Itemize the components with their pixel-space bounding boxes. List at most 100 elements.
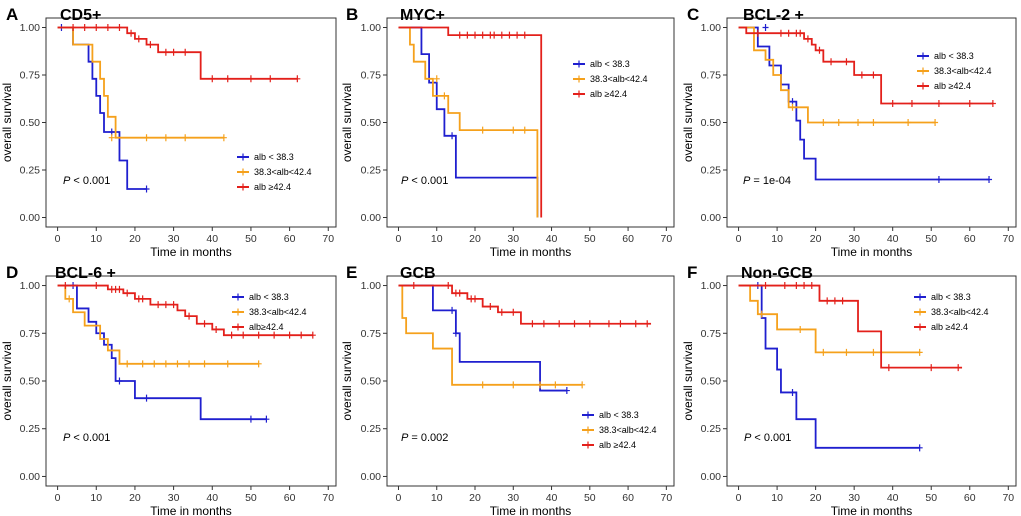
panel-e-xtick-label: 40	[546, 492, 558, 504]
panel-f-xtick-label: 20	[810, 492, 822, 504]
panel-b-ytick-label: 0.75	[361, 70, 382, 82]
panel-b-series-2-censor-mark	[521, 126, 528, 134]
panel-d-xtick-label: 50	[245, 492, 257, 504]
panel-f-xtick-label: 50	[925, 492, 937, 504]
panel-b-xtick-label: 70	[661, 233, 673, 245]
panel-e-series-3-censor-mark	[472, 295, 479, 303]
panel-d-xtick-label: 70	[322, 492, 334, 504]
panel-b-ytick-label: 1.00	[361, 22, 382, 34]
panel-b-series-1-censor-mark	[449, 132, 456, 140]
panel-f-series-3-censor-mark	[801, 282, 808, 290]
panel-c-series-3-censor-mark	[804, 35, 811, 43]
panel-e-ytick-label: 0.50	[361, 376, 382, 388]
panel-b-xlabel: Time in months	[490, 245, 572, 259]
panel-b-legend-label: 38.3<alb<42.4	[590, 74, 648, 84]
panel-d-series-3-censor-mark	[201, 320, 208, 328]
panel-d-legend-label: alb≥42.4	[249, 322, 283, 332]
panel-b-series-2-curve	[398, 26, 539, 218]
panel-d-series-3-censor-mark	[298, 331, 305, 339]
panel-e-ytick-label: 0.75	[361, 328, 382, 340]
panel-c-ytick-label: 0.75	[701, 70, 722, 82]
panel-c-series-3-censor-mark	[966, 100, 973, 107]
panel-c-series-2-censor-mark	[870, 119, 877, 126]
panel-a-pvalue: P < 0.001	[63, 175, 110, 187]
panel-b-legend-label: alb ≥42.4	[590, 89, 627, 99]
panel-d-pvalue-p: P	[63, 432, 71, 444]
panel-f-ytick-label: 0.75	[701, 328, 722, 340]
panel-a-xlabel: Time in months	[150, 245, 232, 259]
panel-b-xtick-label: 10	[431, 233, 443, 245]
panel-d-series-2-censor-mark	[66, 295, 73, 303]
panel-d-series-3-censor-mark	[170, 301, 177, 309]
panel-e-series-3-censor-mark	[586, 320, 593, 328]
panel-d-series-3-censor-mark	[271, 331, 278, 339]
panel-d-series-3-censor-mark	[62, 282, 69, 290]
panel-d-pvalue: P < 0.001	[63, 432, 110, 444]
panel-c-series-3-censor-mark	[989, 100, 996, 107]
panel-d-legend-label: 38.3<alb<42.4	[249, 307, 307, 317]
panel-a-series-3-censor-mark	[104, 24, 111, 31]
panel-c-series-2-censor-mark	[932, 119, 939, 126]
panel-c-series-3-censor-mark	[777, 29, 784, 37]
panel-a-series-3-censor-mark	[247, 75, 254, 83]
panel-a-series-3-censor-mark	[93, 24, 100, 31]
panel-b-ytick-label: 0.00	[361, 212, 382, 224]
panel-f-xtick-label: 40	[887, 492, 899, 504]
panel-d-series-3-censor-mark	[93, 282, 100, 290]
panel-e-series-2-censor-mark	[552, 381, 559, 389]
panel-f-title: Non-GCB	[741, 265, 813, 282]
panel-e-ytick-label: 1.00	[361, 280, 382, 292]
panel-c-ytick-label: 0.50	[701, 117, 722, 129]
panel-a-ytick-label: 0.25	[20, 165, 41, 177]
panel-e-ytick-label: 0.25	[361, 423, 382, 435]
panel-b-xtick-label: 40	[546, 233, 558, 245]
panel-a-series-3-censor-mark	[267, 75, 274, 83]
panel-e-series-2-censor-mark	[479, 381, 486, 389]
panel-e-series-1-censor-mark	[449, 306, 456, 314]
panel-d-series-1-censor-mark	[143, 394, 150, 402]
panel-d-series-2-censor-mark	[124, 360, 131, 368]
panel-a-series-2-censor-mark	[108, 134, 115, 142]
panel-c-xtick-label: 40	[887, 233, 899, 245]
panel-c-xtick-label: 20	[810, 233, 822, 245]
panel-e-series-2-curve	[398, 284, 583, 386]
panel-b-series-3-censor-mark	[521, 31, 528, 39]
panel-d-series-2-censor-mark	[186, 360, 193, 368]
panel-c-series-2-curve	[738, 26, 936, 124]
panel-c-series-3-censor-mark	[754, 29, 761, 37]
panel-c-title: BCL-2 +	[743, 7, 804, 24]
panel-f-xlabel: Time in months	[831, 504, 913, 516]
panel-c-series-3-censor-mark	[816, 46, 823, 54]
panel-c-series-3-censor-mark	[858, 71, 865, 79]
panel-b-series-3-censor-mark	[506, 31, 513, 39]
panel-e-series-3-censor-mark	[540, 320, 547, 328]
panel-f-series-3-curve	[738, 284, 963, 369]
panel-e-legend-label: 38.3<alb<42.4	[599, 425, 657, 435]
panel-a-series-2-censor-mark	[182, 134, 189, 142]
panel-d-series-2-censor-mark	[162, 360, 169, 368]
panel-d-ylabel: overall survival	[0, 341, 14, 420]
panel-e-series-3-censor-mark	[456, 289, 463, 297]
panel-a-series-3-censor-mark	[209, 75, 216, 83]
panel-f-series-2-censor-mark	[916, 348, 923, 356]
panel-a-legend-label: 38.3<alb<42.4	[254, 167, 312, 177]
panel-d-series-2-censor-mark	[255, 360, 262, 368]
panel-f-xtick-label: 60	[964, 492, 976, 504]
panel-a-series-3-censor-mark	[116, 24, 123, 31]
panel-f-xtick-label: 30	[848, 492, 860, 504]
panel-d: D BCL-6 + 0 10 20 30 40 50 60 70 0.00 0.25 0.50 0.75 1…	[0, 263, 337, 516]
panel-b-ylabel: overall survival	[340, 83, 354, 162]
panel-b-legend-label: alb < 38.3	[590, 59, 630, 69]
panel-c-xtick-label: 70	[1002, 233, 1014, 245]
panel-a-ytick-label: 0.50	[20, 117, 41, 129]
panel-e-legend-label: alb < 38.3	[599, 410, 639, 420]
panel-f-legend-label: alb < 38.3	[931, 292, 971, 302]
panel-f-series-3-censor-mark	[831, 297, 838, 305]
panel-c-pvalue-value: = 1e-04	[750, 175, 791, 187]
panel-b-ytick-label: 0.50	[361, 117, 382, 129]
panel-a-ytick-label: 0.00	[20, 212, 41, 224]
panel-f-ylabel: overall survival	[681, 341, 695, 420]
panel-e: E GCB 0 10 20 30 40 50 60 70 0.00 0.25 0.50 0.75 1.00 T…	[340, 263, 675, 516]
panel-e-series-3-censor-mark	[510, 308, 517, 316]
panel-d-series-1-censor-mark	[247, 415, 254, 423]
